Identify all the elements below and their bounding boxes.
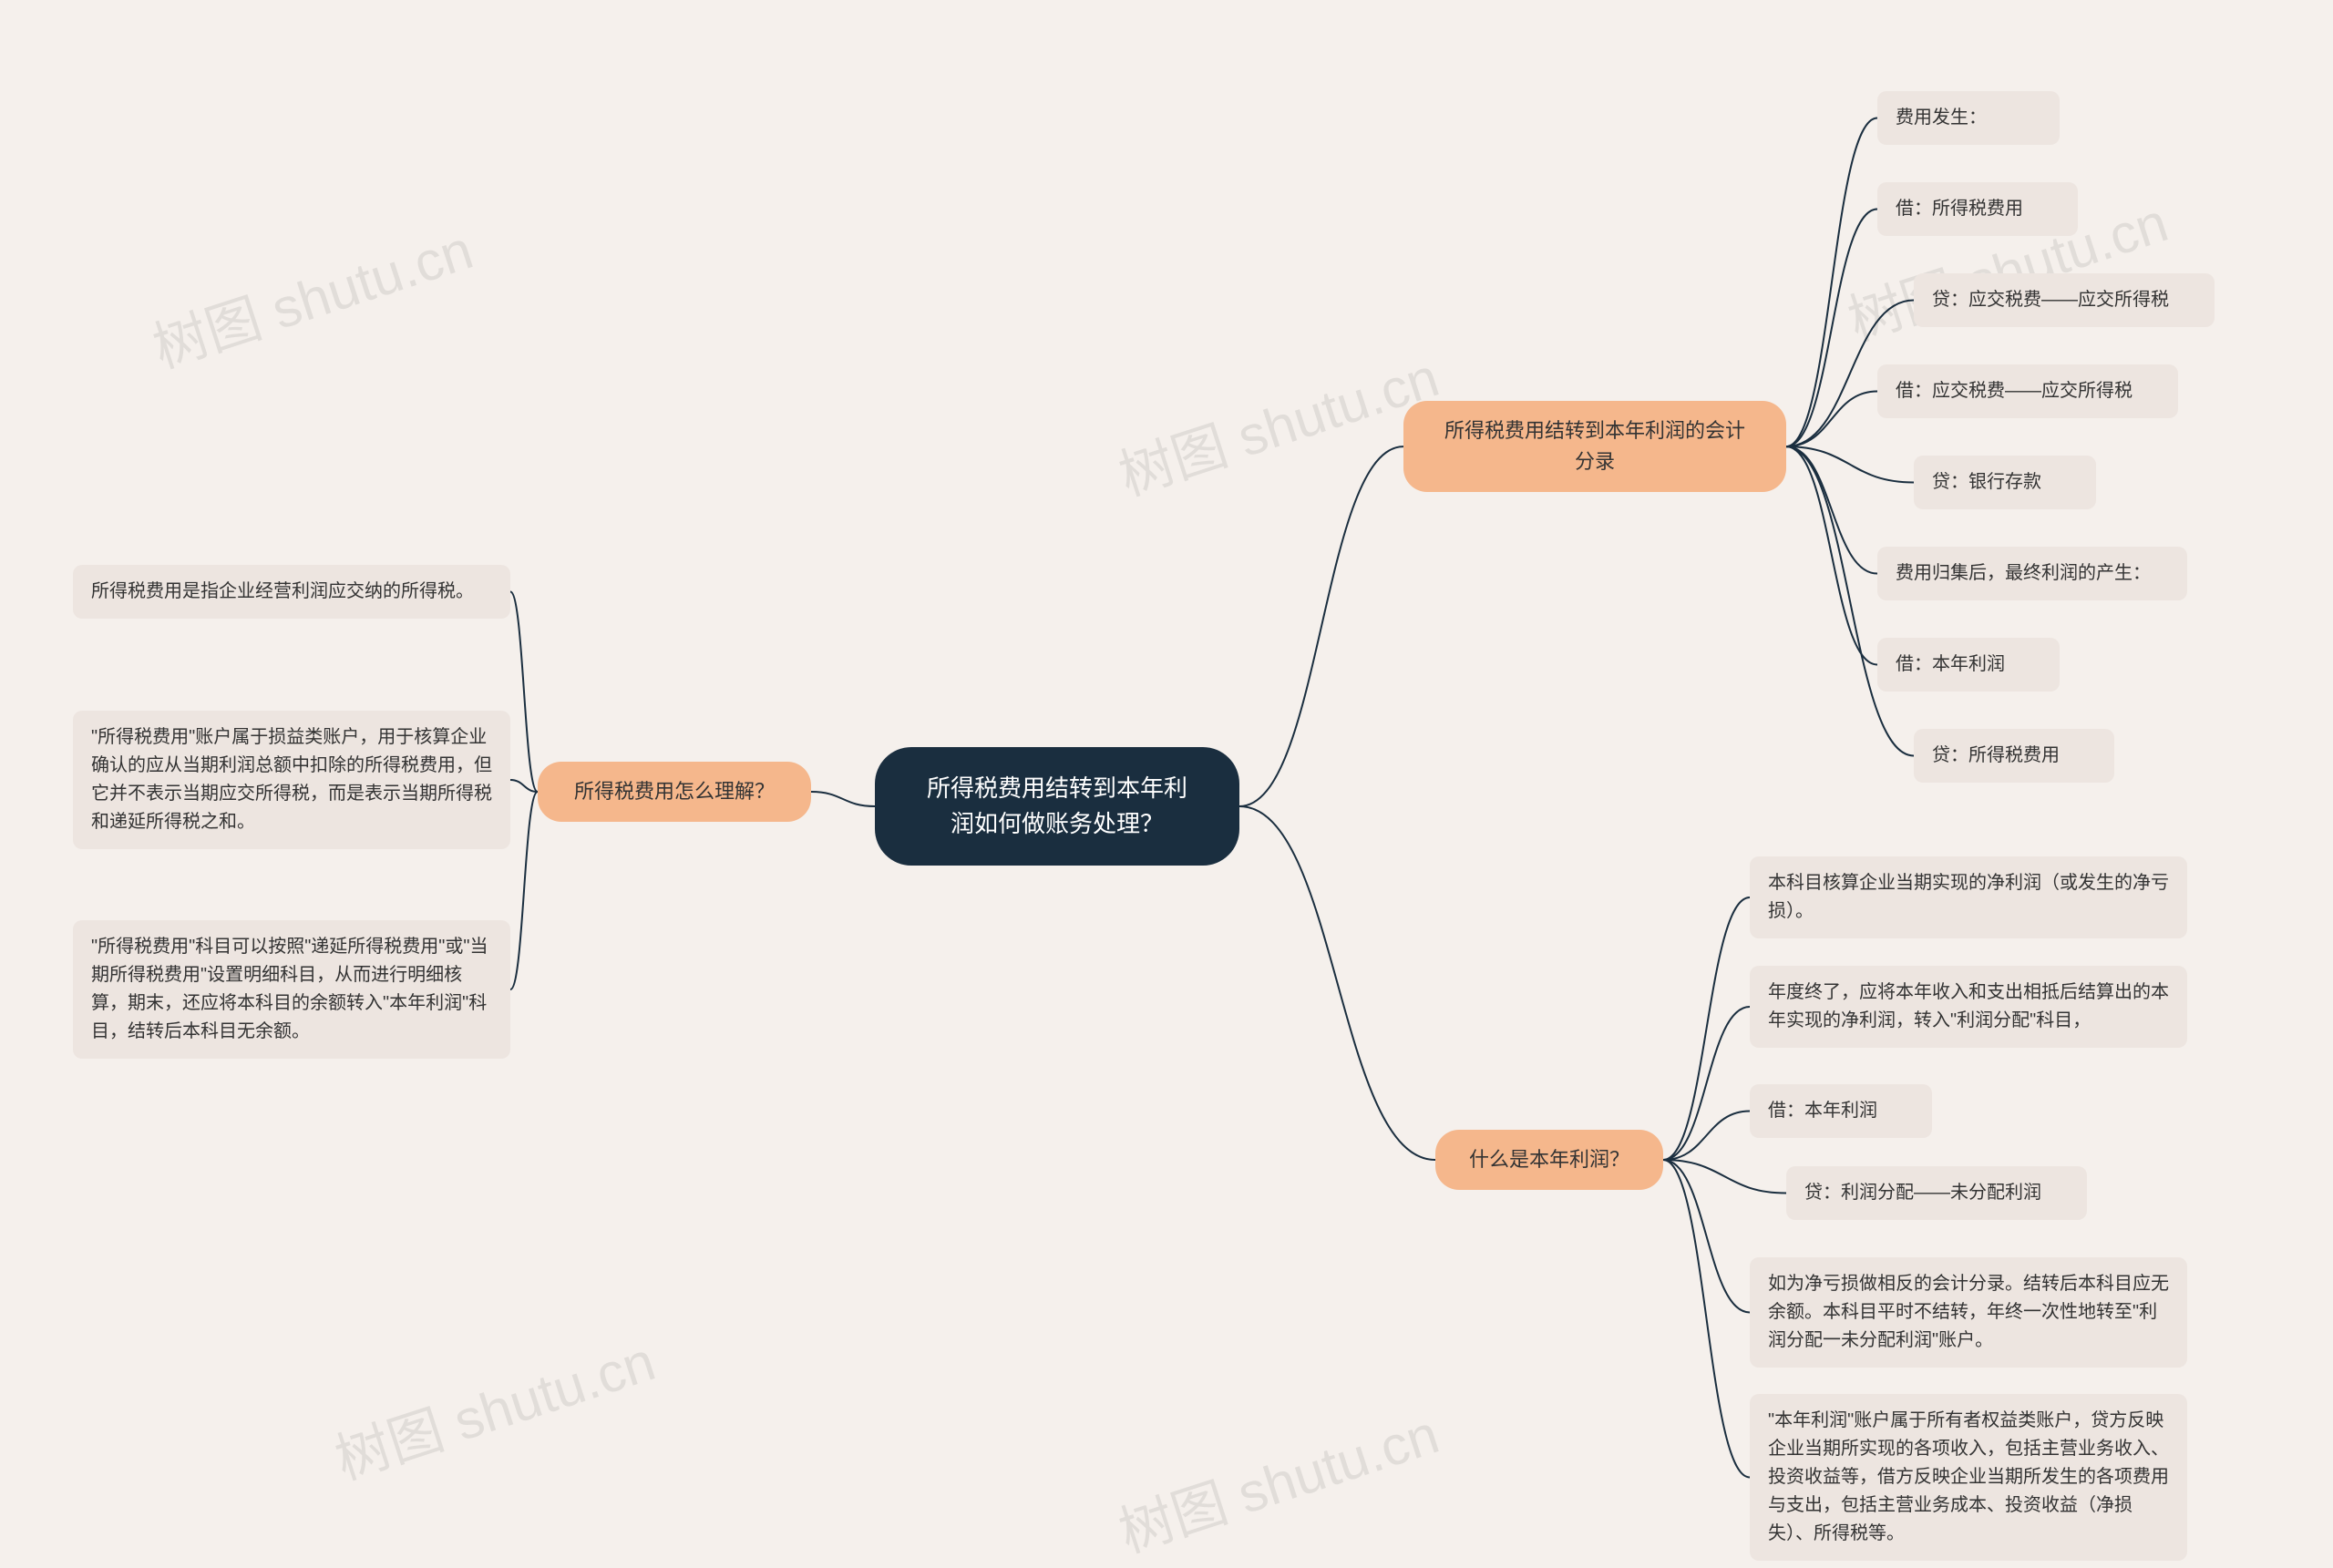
leaf-node: 贷：银行存款 [1914, 456, 2096, 509]
branch-node: 所得税费用结转到本年利润的会计分录 [1403, 401, 1786, 492]
leaf-node: "所得税费用"账户属于损益类账户，用于核算企业确认的应从当期利润总额中扣除的所得… [73, 711, 510, 849]
leaf-node: "本年利润"账户属于所有者权益类账户，贷方反映企业当期所实现的各项收入，包括主营… [1750, 1394, 2187, 1561]
branch-node: 所得税费用怎么理解？ [538, 762, 811, 822]
leaf-node: 如为净亏损做相反的会计分录。结转后本科目应无余额。本科目平时不结转，年终一次性地… [1750, 1257, 2187, 1368]
leaf-node: 年度终了，应将本年收入和支出相抵后结算出的本年实现的净利润，转入"利润分配"科目… [1750, 966, 2187, 1048]
leaf-node: "所得税费用"科目可以按照"递延所得税费用"或"当期所得税费用"设置明细科目，从… [73, 920, 510, 1059]
leaf-node: 借：本年利润 [1750, 1084, 1932, 1138]
branch-node: 什么是本年利润？ [1435, 1130, 1663, 1190]
leaf-node: 费用归集后，最终利润的产生： [1877, 547, 2187, 600]
leaf-node: 借：本年利润 [1877, 638, 2060, 692]
leaf-node: 本科目核算企业当期实现的净利润（或发生的净亏损）。 [1750, 856, 2187, 938]
leaf-node: 费用发生： [1877, 91, 2060, 145]
leaf-node: 贷：利润分配——未分配利润 [1786, 1166, 2087, 1220]
leaf-node: 贷：应交税费——应交所得税 [1914, 273, 2215, 327]
root-node: 所得税费用结转到本年利润如何做账务处理？ [875, 747, 1239, 866]
leaf-node: 所得税费用是指企业经营利润应交纳的所得税。 [73, 565, 510, 619]
leaf-node: 贷：所得税费用 [1914, 729, 2114, 783]
leaf-node: 借：所得税费用 [1877, 182, 2078, 236]
leaf-node: 借：应交税费——应交所得税 [1877, 364, 2178, 418]
